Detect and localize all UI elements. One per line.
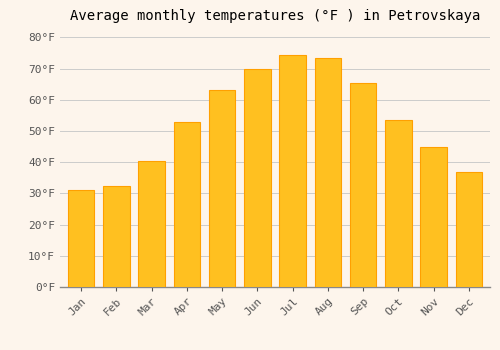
Bar (420, 147, 447, 287)
Bar (350, 83, 376, 287)
Bar (103, 186, 130, 287)
Bar (244, 69, 270, 287)
Bar (385, 120, 411, 287)
Title: Average monthly temperatures (°F ) in Petrovskaya: Average monthly temperatures (°F ) in Pe… (70, 9, 480, 23)
Bar (68, 190, 94, 287)
Bar (174, 121, 200, 287)
Bar (314, 58, 341, 287)
Bar (138, 161, 165, 287)
Bar (456, 172, 482, 287)
Bar (280, 55, 306, 287)
Bar (209, 90, 236, 287)
